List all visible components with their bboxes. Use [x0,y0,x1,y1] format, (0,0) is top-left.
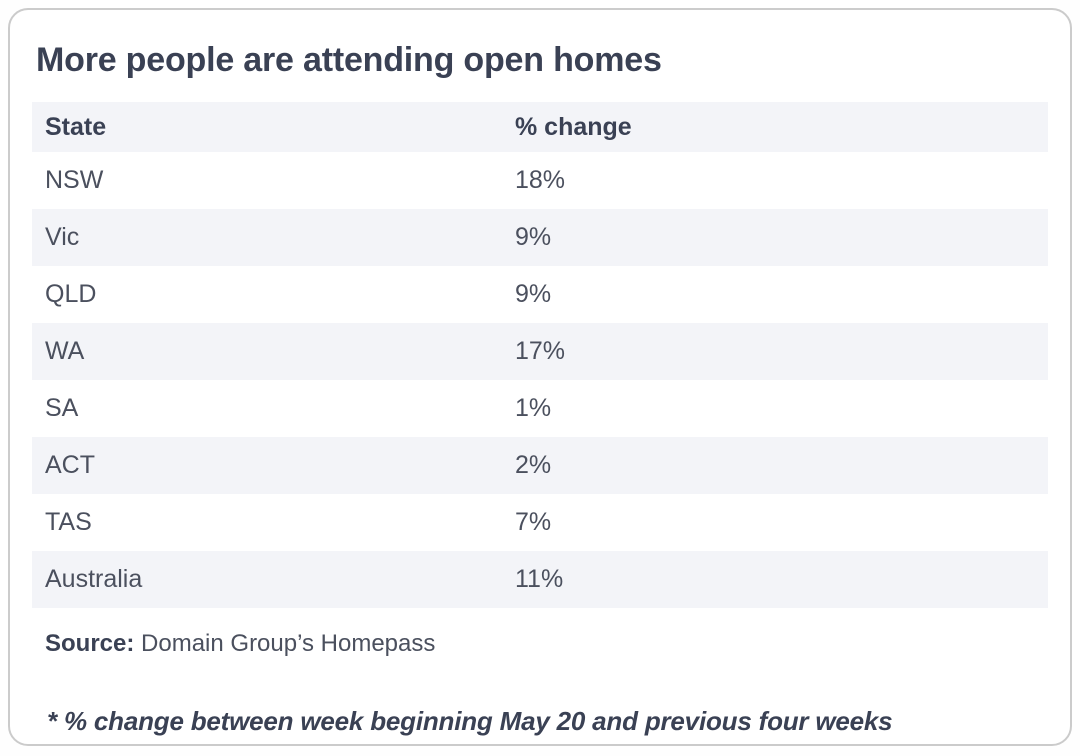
state-cell: NSW [45,166,104,194]
state-cell: QLD [45,280,97,308]
column-header-change: % change [515,112,632,141]
source-line: Source: Domain Group’s Homepass [45,629,1035,659]
column-header-state: State [45,112,107,141]
table-row-vic: Vic 9% [32,209,1048,266]
change-cell: 18% [515,166,566,194]
change-cell: 11% [515,565,564,593]
state-cell: WA [45,337,85,365]
state-cell: Vic [45,223,80,251]
change-cell: 7% [515,508,552,536]
change-cell: 9% [515,223,552,251]
state-change-table: State % change NSW 18% Vic 9% QLD 9% WA … [32,102,1048,608]
state-cell: SA [45,394,79,422]
table-row-tas: TAS 7% [32,494,1048,551]
infographic-card: More people are attending open homes Sta… [8,8,1072,746]
state-cell: Australia [45,565,143,593]
footnote: * % change between week beginning May 20… [47,706,893,736]
change-cell: 1% [515,394,552,422]
page-title: More people are attending open homes [36,41,662,79]
state-cell: ACT [45,451,95,479]
source-label: Source: [45,630,135,657]
table-row-australia: Australia 11% [32,551,1048,608]
state-cell: TAS [45,508,92,536]
table-row-qld: QLD 9% [32,266,1048,323]
source-text: Domain Group’s Homepass [134,630,436,657]
change-cell: 2% [515,451,552,479]
change-cell: 9% [515,280,552,308]
change-cell: 17% [515,337,566,365]
table-row-wa: WA 17% [32,323,1048,380]
table-header-row: State % change [32,102,1048,152]
table-row-act: ACT 2% [32,437,1048,494]
table-row-sa: SA 1% [32,380,1048,437]
table-row-nsw: NSW 18% [32,152,1048,209]
